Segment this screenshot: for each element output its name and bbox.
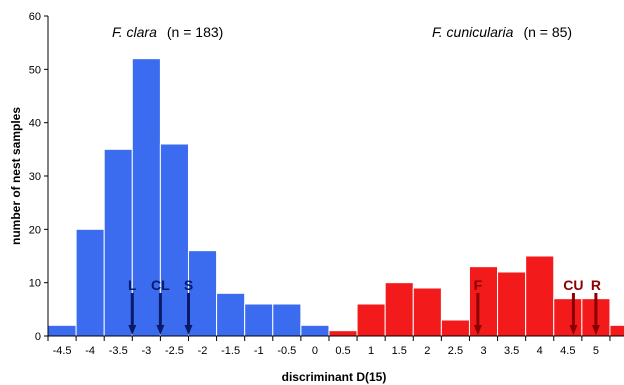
bar-series1-7 bbox=[244, 303, 274, 337]
bar-series2-1 bbox=[356, 303, 386, 337]
marker-arrowhead-R bbox=[591, 325, 600, 335]
x-tick-label-5: 5 bbox=[593, 345, 599, 357]
bar-series1-8 bbox=[272, 303, 302, 337]
group-species: F. cunicularia bbox=[432, 24, 514, 40]
group-count: (n = 183) bbox=[167, 24, 223, 40]
marker-arrowhead-CU bbox=[569, 325, 578, 335]
group-species: F. clara bbox=[112, 24, 157, 40]
y-tick-labels: 0 10 20 30 40 50 60 bbox=[29, 11, 41, 343]
axes-layer bbox=[44, 15, 624, 341]
x-tick-label-0: 0 bbox=[312, 345, 318, 357]
x-tick-label-2.5: 2.5 bbox=[448, 345, 463, 357]
marker-arrowhead-CL bbox=[156, 325, 165, 335]
y-tick-label-40: 40 bbox=[29, 118, 41, 130]
marker-arrowhead-L bbox=[128, 325, 137, 335]
bar-series1-5 bbox=[187, 250, 218, 337]
bar-series1-9 bbox=[300, 324, 330, 337]
y-tick-label-50: 50 bbox=[29, 64, 41, 76]
x-tick-label--3.5: -3.5 bbox=[109, 345, 128, 357]
x-tick-label-2: 2 bbox=[424, 345, 430, 357]
bar-series1-2 bbox=[103, 148, 133, 337]
bar-series1-1 bbox=[75, 228, 105, 337]
marker-label-L: L bbox=[128, 277, 137, 293]
bar-series2-6 bbox=[497, 271, 527, 337]
marker-label-F: F bbox=[474, 277, 483, 293]
group-labels: F. clara (n = 183) F. cunicularia (n = 85) bbox=[112, 24, 572, 40]
y-tick-label-20: 20 bbox=[29, 224, 41, 236]
x-tick-label--4.5: -4.5 bbox=[53, 345, 72, 357]
x-tick-label--0.5: -0.5 bbox=[277, 345, 296, 357]
x-tick-label--3: -3 bbox=[141, 345, 151, 357]
marker-label-S: S bbox=[184, 277, 193, 293]
x-tick-label--1.5: -1.5 bbox=[221, 345, 240, 357]
bar-series2-5 bbox=[468, 266, 499, 337]
x-tick-label--2: -2 bbox=[198, 345, 208, 357]
marker-label-R: R bbox=[591, 277, 601, 293]
bar-series2-10 bbox=[609, 324, 624, 337]
bar-series1-4 bbox=[159, 143, 189, 337]
x-tick-label--1: -1 bbox=[254, 345, 264, 357]
bar-series1-6 bbox=[216, 292, 246, 337]
x-tick-label-3.5: 3.5 bbox=[504, 345, 519, 357]
x-tick-label-1: 1 bbox=[368, 345, 374, 357]
bar-series2-3 bbox=[412, 287, 442, 337]
marker-arrowhead-S bbox=[184, 325, 193, 335]
group-label-1: F. clara (n = 183) bbox=[112, 24, 223, 40]
bar-series1-0 bbox=[47, 324, 77, 337]
bar-series2-0 bbox=[328, 330, 358, 337]
group-count: (n = 85) bbox=[523, 24, 572, 40]
y-tick-label-60: 60 bbox=[29, 11, 41, 23]
x-tick-labels: -4.5 -4 -3.5 -3 -2.5 -2 -1.5 -1 -0.5 0 0.5 1 1.5 2 2.5… bbox=[53, 345, 599, 357]
y-tick-label-10: 10 bbox=[29, 278, 41, 290]
bar-series2-2 bbox=[384, 282, 414, 337]
bar-series2-4 bbox=[440, 319, 470, 337]
marker-label-CL: CL bbox=[151, 277, 170, 293]
y-tick-label-30: 30 bbox=[29, 171, 41, 183]
x-tick-label--4: -4 bbox=[85, 345, 95, 357]
bar-series1-3 bbox=[131, 58, 161, 337]
x-tick-label-1.5: 1.5 bbox=[392, 345, 407, 357]
markers-layer: L CL S F CU R bbox=[128, 277, 601, 335]
x-tick-label--2.5: -2.5 bbox=[165, 345, 184, 357]
x-tick-label-0.5: 0.5 bbox=[335, 345, 350, 357]
bar-series2-7 bbox=[525, 255, 555, 337]
bar-series2-8 bbox=[553, 298, 583, 337]
x-tick-label-4.5: 4.5 bbox=[560, 345, 575, 357]
x-tick-label-3: 3 bbox=[480, 345, 486, 357]
group-label-2: F. cunicularia (n = 85) bbox=[432, 24, 572, 40]
x-axis-title: discriminant D(15) bbox=[282, 370, 387, 384]
x-tick-label-4: 4 bbox=[537, 345, 543, 357]
marker-arrowhead-F bbox=[473, 325, 482, 335]
marker-label-CU: CU bbox=[563, 277, 583, 293]
y-axis-title: number of nest samples bbox=[9, 107, 23, 245]
y-tick-label-0: 0 bbox=[35, 331, 41, 343]
bars-layer bbox=[47, 58, 624, 337]
